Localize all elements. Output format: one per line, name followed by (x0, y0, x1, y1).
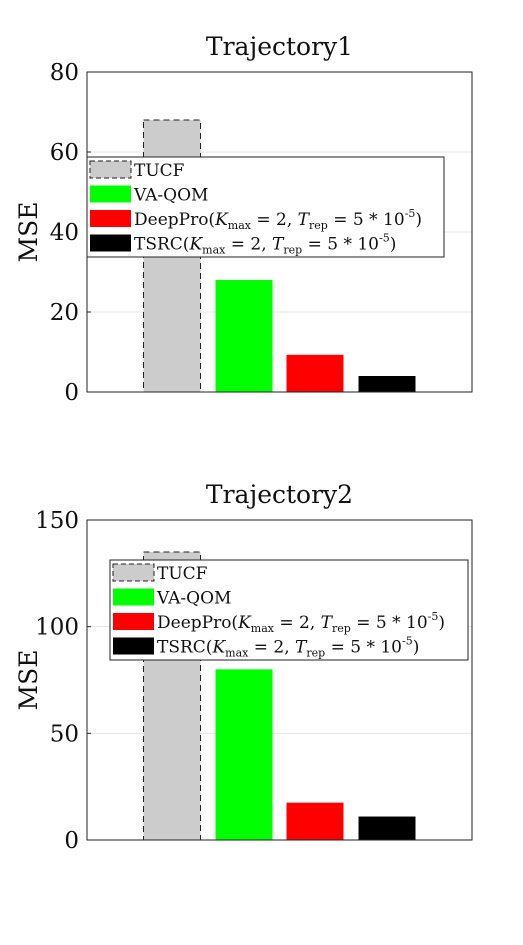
legend-swatch (90, 210, 131, 227)
legend-label: TSRC(Kmax = 2, Trep = 5 * 10-5) (134, 232, 396, 257)
bar-deeppro (286, 354, 344, 392)
bar-va-qom (215, 280, 273, 392)
legend-swatch (112, 563, 155, 582)
legend-box (109, 559, 469, 661)
bar-deeppro (286, 802, 344, 840)
legend-box (86, 156, 445, 258)
bar-va-qom (215, 669, 273, 840)
legend-swatch (89, 160, 132, 179)
legend-swatch (113, 637, 154, 655)
axes-frame (86, 519, 473, 841)
legend-swatch (90, 234, 131, 252)
y-tick-label: 100 (35, 615, 79, 641)
bar-tsrc (358, 376, 416, 392)
y-tick-label: 50 (50, 721, 79, 747)
y-axis-label: MSE (14, 650, 43, 711)
chart-1: 0 20 40 60 80 Trajectory1 MSE TUCF VA-QOMDeepPro… (14, 32, 473, 406)
y-tick-label: 40 (50, 220, 79, 246)
legend-label: DeepPro(Kmax = 2, Trep = 5 * 10-5) (134, 207, 422, 232)
legend-swatch (90, 185, 131, 203)
legend-label: VA-QOM (156, 589, 231, 609)
chart-2: 0 50 100 150 Trajectory2 MSE TUCF VA-QOMDeepPro… (14, 480, 473, 854)
y-tick-label: 60 (50, 140, 79, 166)
legend-label: TUCF (157, 564, 208, 584)
legend-swatch (113, 588, 154, 606)
chart-title: Trajectory2 (206, 480, 353, 509)
y-tick-label: 0 (64, 828, 79, 854)
y-axis-label: MSE (14, 202, 43, 263)
legend-label: TSRC(Kmax = 2, Trep = 5 * 10-5) (157, 635, 419, 660)
y-tick-label: 0 (64, 380, 79, 406)
legend-label: DeepPro(Kmax = 2, Trep = 5 * 10-5) (157, 610, 445, 635)
chart-title: Trajectory1 (206, 32, 353, 61)
legend-label: TUCF (134, 161, 185, 181)
y-tick-label: 150 (35, 508, 79, 534)
y-tick-label: 80 (50, 60, 79, 86)
legend-swatch (113, 613, 154, 630)
y-tick-label: 20 (50, 300, 79, 326)
legend-label: VA-QOM (133, 186, 208, 206)
bar-tsrc (358, 816, 416, 840)
